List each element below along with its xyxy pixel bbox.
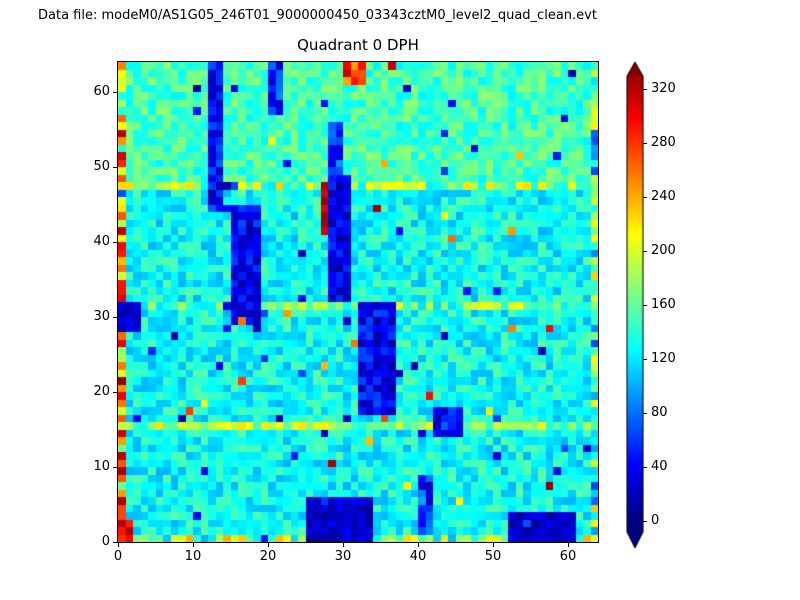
colorbar-tick-label: 0 <box>651 513 660 528</box>
data-file-label: Data file: modeM0/AS1G05_246T01_90000004… <box>38 8 597 23</box>
x-tick-label: 50 <box>484 549 502 564</box>
colorbar-tick-label: 160 <box>651 297 676 312</box>
x-tick-mark <box>567 543 569 547</box>
axes-frame <box>117 61 599 543</box>
colorbar-tick-label: 40 <box>651 459 668 474</box>
colorbar-tick-label: 320 <box>651 81 676 96</box>
x-tick-label: 20 <box>259 549 277 564</box>
y-tick-label: 50 <box>93 159 110 174</box>
colorbar <box>626 61 644 549</box>
colorbar-tick-label: 120 <box>651 351 676 366</box>
colorbar-tick-label: 80 <box>651 405 668 420</box>
x-tick-label: 10 <box>184 549 202 564</box>
colorbar-tick-label: 280 <box>651 135 676 150</box>
x-tick-label: 30 <box>334 549 352 564</box>
x-tick-mark <box>117 543 119 547</box>
x-tick-mark <box>417 543 419 547</box>
y-tick-label: 40 <box>93 234 110 249</box>
colorbar-tick-label: 240 <box>651 189 676 204</box>
x-tick-label: 0 <box>113 549 123 564</box>
y-tick-label: 60 <box>93 84 110 99</box>
x-tick-mark <box>342 543 344 547</box>
heatmap-canvas <box>118 62 598 542</box>
plot-title: Quadrant 0 DPH <box>297 36 419 54</box>
y-tick-label: 30 <box>93 309 110 324</box>
y-tick-label: 10 <box>93 459 110 474</box>
y-tick-label: 0 <box>101 534 110 549</box>
x-tick-mark <box>267 543 269 547</box>
colorbar-tick-label: 200 <box>651 243 676 258</box>
x-tick-label: 40 <box>409 549 427 564</box>
x-tick-mark <box>492 543 494 547</box>
y-tick-label: 20 <box>93 384 110 399</box>
x-tick-label: 60 <box>559 549 577 564</box>
x-tick-mark <box>192 543 194 547</box>
